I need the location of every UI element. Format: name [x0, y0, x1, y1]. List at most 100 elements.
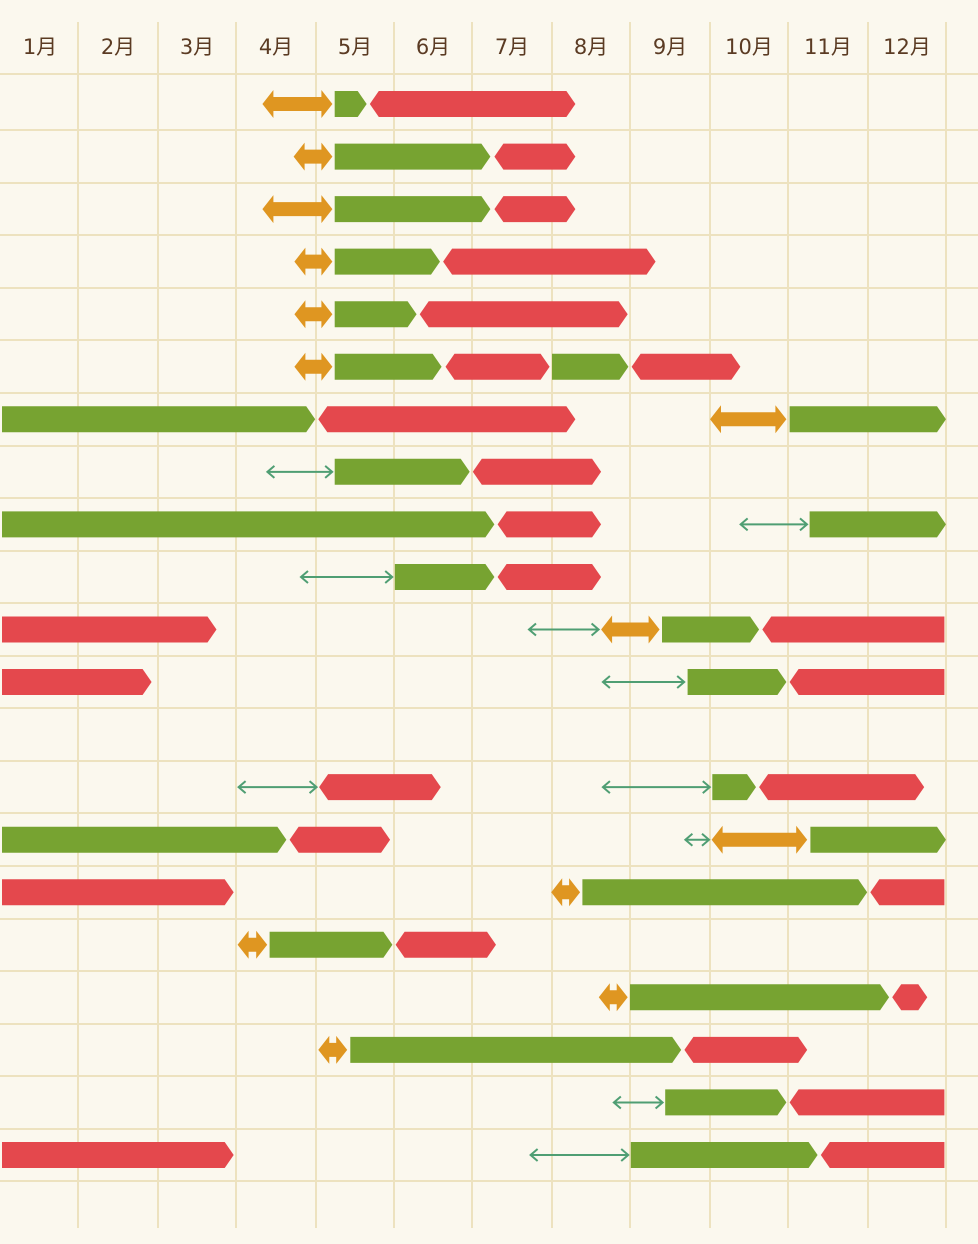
month-label: 2月: [101, 35, 135, 59]
bars-layer: [2, 90, 946, 1168]
thin-arrow-head-left: [299, 570, 309, 584]
green-bar: [334, 458, 470, 485]
thin-arrow-head-left: [601, 780, 611, 794]
thin-arrow-head-left: [265, 465, 276, 479]
schedule-row: [294, 300, 628, 329]
schedule-row: [294, 352, 741, 381]
month-label: 4月: [259, 35, 293, 59]
schedule-row: [612, 1089, 945, 1116]
thin-arrow-head-right: [654, 1095, 665, 1110]
green-bar: [552, 353, 629, 380]
red-bar: [494, 196, 576, 223]
thin-double-arrow: [529, 1148, 630, 1162]
red-bar: [684, 1036, 808, 1063]
red-bar: [445, 353, 550, 380]
green-bar: [687, 669, 787, 695]
thin-arrow-head-left: [601, 675, 611, 689]
thin-arrow-head-right: [799, 517, 809, 532]
green-bar: [582, 879, 868, 906]
schedule-row: [2, 1142, 945, 1168]
red-bar: [319, 774, 441, 801]
green-bar: [334, 91, 367, 117]
schedule-row: [294, 247, 656, 276]
red-bar: [892, 984, 928, 1011]
month-header: 1月 2月 3月 4月 5月 6月 7月 8月 9月 10月 11月 12月: [23, 35, 931, 59]
orange-double-arrow: [551, 878, 581, 907]
thin-arrow-head-right: [676, 675, 686, 689]
green-bar: [334, 301, 417, 328]
thin-arrow-head-right: [324, 465, 334, 479]
thin-arrow-head-right: [701, 832, 711, 847]
schedule-row: [299, 564, 602, 590]
thin-double-arrow: [601, 780, 712, 794]
red-bar: [789, 669, 945, 695]
thin-arrow-head-right: [384, 570, 394, 584]
red-bar: [395, 931, 496, 958]
green-bar: [334, 353, 442, 380]
green-bar: [2, 826, 287, 853]
thin-double-arrow: [527, 622, 601, 637]
orange-double-arrow: [294, 352, 333, 381]
red-bar: [497, 511, 602, 538]
orange-double-arrow: [293, 142, 333, 171]
thin-arrow-head-left: [739, 517, 749, 532]
green-bar: [789, 406, 946, 433]
red-bar: [2, 879, 234, 906]
thin-double-arrow: [601, 675, 686, 689]
orange-double-arrow: [710, 405, 787, 434]
green-bar: [662, 616, 760, 643]
red-bar: [318, 406, 576, 433]
orange-double-arrow: [598, 983, 628, 1012]
schedule-row: [598, 983, 928, 1012]
thin-double-arrow: [299, 570, 394, 584]
orange-double-arrow: [237, 930, 268, 959]
green-bar: [350, 1036, 682, 1063]
thin-double-arrow: [612, 1095, 665, 1110]
red-bar: [289, 826, 391, 853]
thin-arrow-head-right: [620, 1148, 630, 1162]
green-bar: [630, 1142, 818, 1168]
green-bar: [334, 196, 491, 223]
thin-double-arrow: [739, 517, 809, 532]
schedule-row: [2, 825, 946, 854]
orange-double-arrow: [318, 1035, 348, 1064]
green-bar: [394, 564, 495, 590]
red-bar: [2, 669, 152, 695]
green-bar: [809, 511, 946, 538]
red-bar: [789, 1089, 945, 1116]
green-bar: [2, 406, 316, 433]
red-bar: [2, 616, 217, 643]
red-bar: [2, 1142, 234, 1168]
schedule-row: [262, 195, 576, 224]
schedule-row: [262, 90, 576, 118]
month-label: 11月: [804, 35, 852, 59]
thin-arrow-head-left: [237, 780, 247, 794]
green-bar: [334, 143, 491, 170]
green-bar: [334, 248, 440, 275]
orange-double-arrow: [262, 90, 333, 118]
thin-arrow-head-left: [529, 1148, 539, 1162]
month-label: 9月: [653, 35, 687, 59]
red-bar: [419, 301, 628, 328]
schedule-row: [237, 930, 496, 959]
orange-double-arrow: [294, 247, 333, 276]
orange-double-arrow: [262, 195, 333, 224]
month-label: 1月: [23, 35, 57, 59]
green-bar: [269, 931, 393, 958]
schedule-row: [2, 511, 946, 538]
red-bar: [443, 248, 656, 275]
schedule-row: [2, 669, 945, 695]
schedule-row: [2, 405, 946, 434]
red-bar: [497, 564, 602, 590]
thin-arrow-head-left: [683, 832, 694, 847]
thin-arrow-head-right: [308, 780, 319, 794]
red-bar: [369, 91, 576, 117]
schedule-row: [265, 458, 602, 485]
thin-double-arrow: [265, 465, 334, 479]
thin-double-arrow: [683, 832, 711, 847]
orange-double-arrow: [711, 825, 808, 854]
thin-arrow-head-right: [590, 622, 601, 637]
month-label: 10月: [725, 35, 773, 59]
